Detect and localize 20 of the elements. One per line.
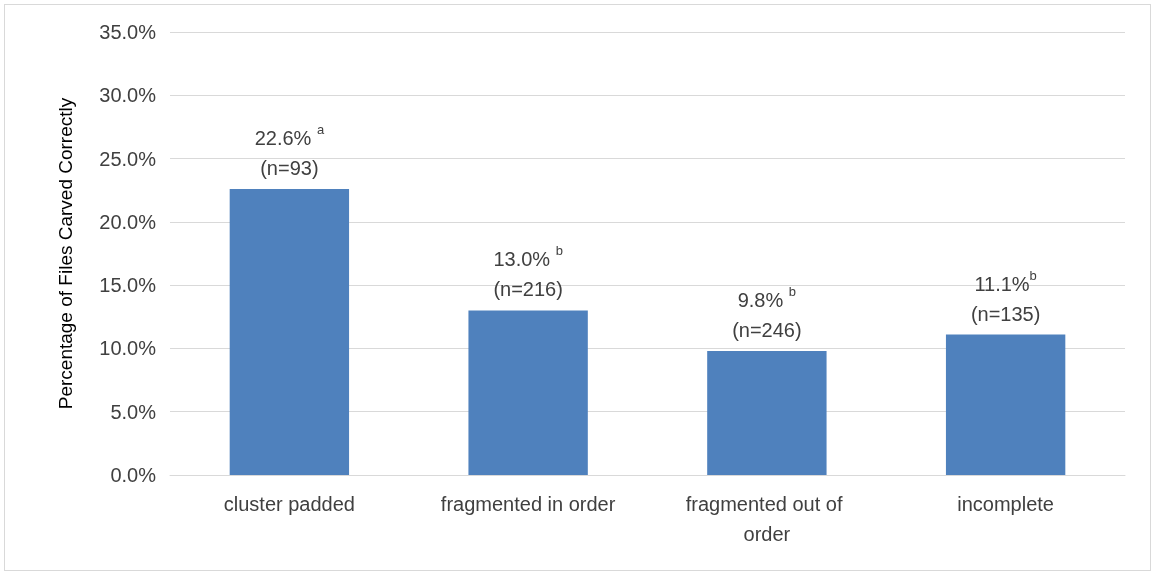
bar — [468, 310, 588, 475]
text: 13.0% b (n=216) — [493, 243, 563, 301]
text: 9.8% b (n=246) — [732, 283, 802, 341]
text: 22.6% a (n=93) — [254, 121, 325, 179]
x-tick-label: fragmented in order — [440, 493, 616, 515]
y-tick-label: 10.0% — [99, 337, 157, 360]
x-tick-label: incomplete — [957, 493, 1054, 515]
x-tick-label: cluster padded — [223, 493, 355, 515]
y-tick-label: 35.0% — [99, 21, 157, 43]
y-tick-label: 25.0% — [99, 147, 157, 170]
y-tick-label: 20.0% — [99, 210, 157, 233]
y-tick-label: 15.0% — [99, 274, 157, 297]
bar — [707, 350, 827, 475]
bar — [945, 334, 1066, 475]
y-tick-label: 30.0% — [99, 84, 157, 107]
bar — [229, 188, 350, 475]
y-tick-label: 0.0% — [110, 464, 157, 486]
y-tick-label: 5.0% — [110, 400, 157, 423]
y-axis-title: Percentage of Files Carved Correctly — [55, 97, 76, 410]
x-tick-label: fragmented out of order — [685, 493, 849, 545]
